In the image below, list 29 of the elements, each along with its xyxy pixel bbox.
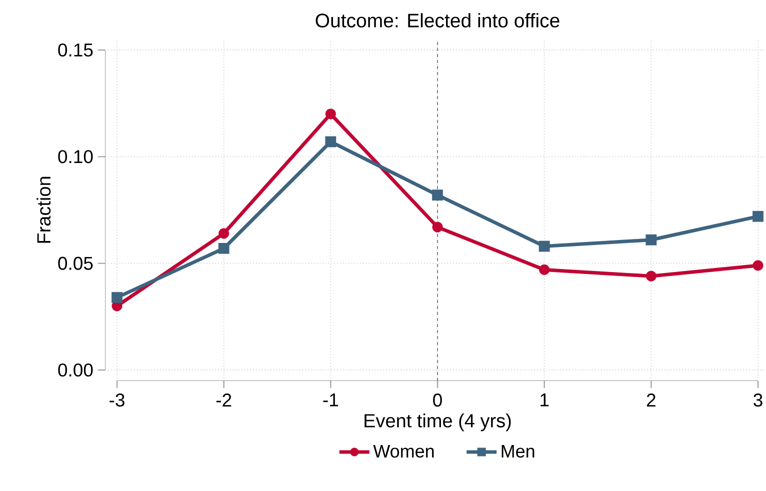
legend-label: Women <box>373 445 434 458</box>
x-tick-label: -2 <box>216 394 232 406</box>
point <box>539 264 550 275</box>
legend-label: Men <box>502 445 534 458</box>
y-tick-label: 0.00 <box>58 363 93 377</box>
x-tick-label: 0 <box>433 394 442 407</box>
x-tick-label: -1 <box>323 394 338 406</box>
x-tick-label: 3 <box>754 394 762 407</box>
y-axis-title: Fraction <box>36 176 51 243</box>
point <box>218 228 230 239</box>
chart-title: Outcome: Elected into office <box>316 13 560 28</box>
y-tick-label: 0.05 <box>58 256 93 270</box>
point <box>325 136 336 148</box>
y-tick-label: 0.15 <box>58 43 93 57</box>
point <box>432 222 443 232</box>
y-tick-label: 0.10 <box>58 150 93 164</box>
point <box>538 240 550 252</box>
point <box>752 210 764 222</box>
x-axis-title: Event time (4 yrs) <box>364 413 511 432</box>
point <box>646 270 656 282</box>
x-tick-label: -3 <box>110 394 124 407</box>
point <box>325 108 336 120</box>
point <box>432 190 443 201</box>
point <box>218 242 230 254</box>
x-tick-label: 1 <box>540 394 549 406</box>
point <box>646 234 657 246</box>
x-tick-label: 2 <box>646 394 656 406</box>
point <box>112 292 122 303</box>
point <box>752 260 764 271</box>
